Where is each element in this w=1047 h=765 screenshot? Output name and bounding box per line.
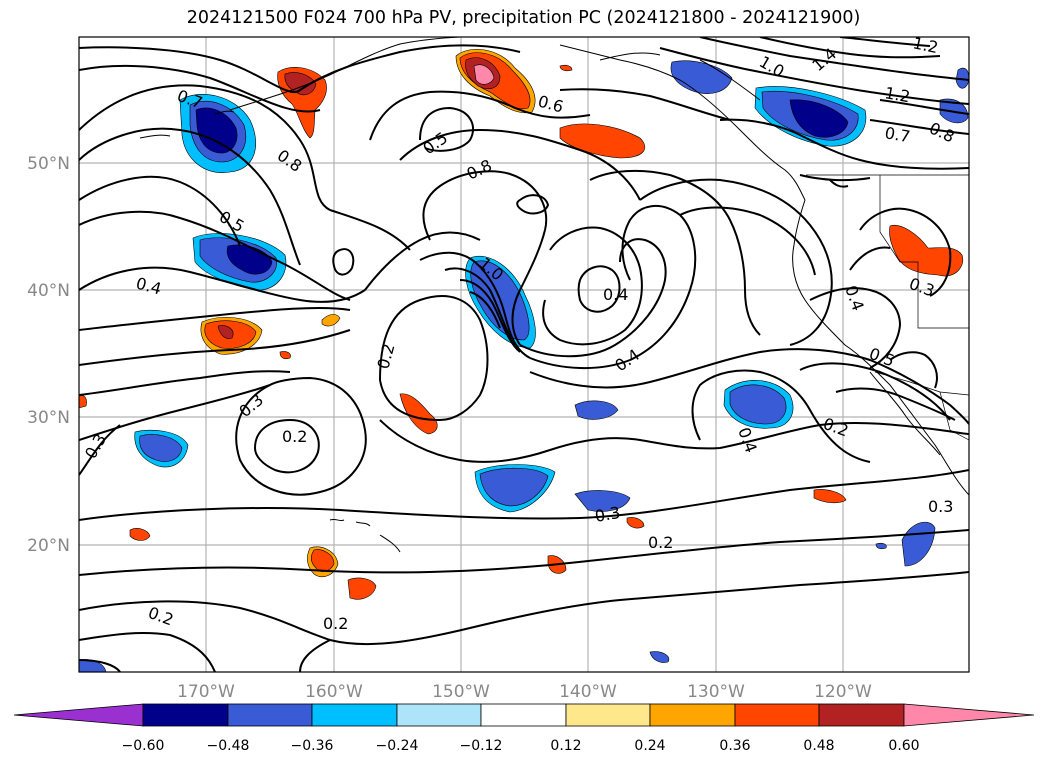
contour-label: 0.3: [907, 274, 937, 301]
latitude-labels: 50°N 40°N 30°N 20°N: [27, 154, 70, 556]
contour-label: 0.4: [734, 425, 761, 455]
coastlines: [139, 37, 969, 553]
colorbar-tick: −0.60: [122, 738, 165, 754]
contour-label: 0.2: [374, 342, 399, 372]
contour-label: 0.4: [134, 274, 164, 299]
map-title: 2024121500 F024 700 hPa PV, precipitatio…: [186, 8, 861, 28]
contour-label: 0.2: [282, 427, 307, 446]
contour-label: 0.2: [323, 614, 348, 633]
colorbar-bin: [480, 703, 567, 727]
colorbar-bin: [142, 703, 229, 727]
map-frame: [78, 36, 970, 673]
colorbar-extend-low: [13, 703, 144, 727]
colorbar-bin: [565, 703, 651, 727]
colorbar-bin: [227, 703, 313, 727]
colorbar-tick: 0.48: [803, 738, 834, 754]
lat-label: 30°N: [27, 408, 70, 428]
contour-label: 0.7: [883, 123, 911, 146]
colorbar-bin: [311, 703, 398, 727]
colorbar-tick: −0.48: [207, 738, 250, 754]
precip-positive: [79, 49, 964, 600]
contour-label: 1.2: [911, 33, 940, 57]
colorbar-bin: [649, 703, 736, 727]
colorbar-tick: 0.60: [888, 738, 919, 754]
lon-label: 120°W: [814, 682, 872, 702]
lon-label: 170°W: [177, 682, 235, 702]
longitude-labels: 170°W 160°W 150°W 140°W 130°W 120°W: [177, 682, 872, 702]
contour-label: 0.5: [419, 128, 451, 158]
contour-label: 0.2: [821, 414, 851, 441]
contour-label: 0.2: [146, 603, 176, 630]
lat-label: 40°N: [27, 281, 70, 301]
colorbar-tick: 0.24: [634, 738, 665, 754]
contour-label: 0.6: [536, 92, 566, 117]
lat-label: 20°N: [27, 536, 70, 556]
map-area: 0.2 0.2 0.2 0.2 0.2 0.2 0.3 0.3 0.3 0.3 …: [79, 33, 969, 672]
contour-label: 0.4: [603, 285, 628, 304]
lon-label: 160°W: [305, 682, 363, 702]
contour-label: 0.2: [648, 533, 673, 552]
contour-label: 0.3: [928, 497, 953, 516]
lon-label: 130°W: [687, 682, 745, 702]
colorbar-tick: −0.24: [376, 738, 419, 754]
contour-label: 0.8: [464, 156, 495, 184]
colorbar-ticks: −0.60 −0.48 −0.36 −0.24 −0.12 0.12 0.24 …: [122, 738, 920, 754]
lon-label: 140°W: [559, 682, 617, 702]
lat-label: 50°N: [27, 154, 70, 174]
contour-label: 0.3: [593, 503, 621, 526]
colorbar-bin: [734, 703, 820, 727]
colorbar-extend-high: [903, 703, 1035, 727]
colorbar: [13, 703, 1035, 727]
colorbar-tick: 0.36: [719, 738, 750, 754]
precip-negative: [79, 60, 969, 672]
colorbar-tick: 0.12: [550, 738, 581, 754]
colorbar-tick: −0.36: [291, 738, 334, 754]
contour-label: 0.8: [274, 146, 306, 176]
pv-contours: [79, 37, 969, 672]
colorbar-bin: [396, 703, 482, 727]
contour-label: 0.4: [611, 345, 643, 375]
contour-label: 1.2: [883, 83, 911, 106]
colorbar-bin: [818, 703, 905, 727]
lon-label: 150°W: [432, 682, 490, 702]
colorbar-tick: −0.12: [460, 738, 503, 754]
contour-label: 0.4: [841, 283, 868, 313]
contour-label: 0.3: [81, 430, 110, 462]
